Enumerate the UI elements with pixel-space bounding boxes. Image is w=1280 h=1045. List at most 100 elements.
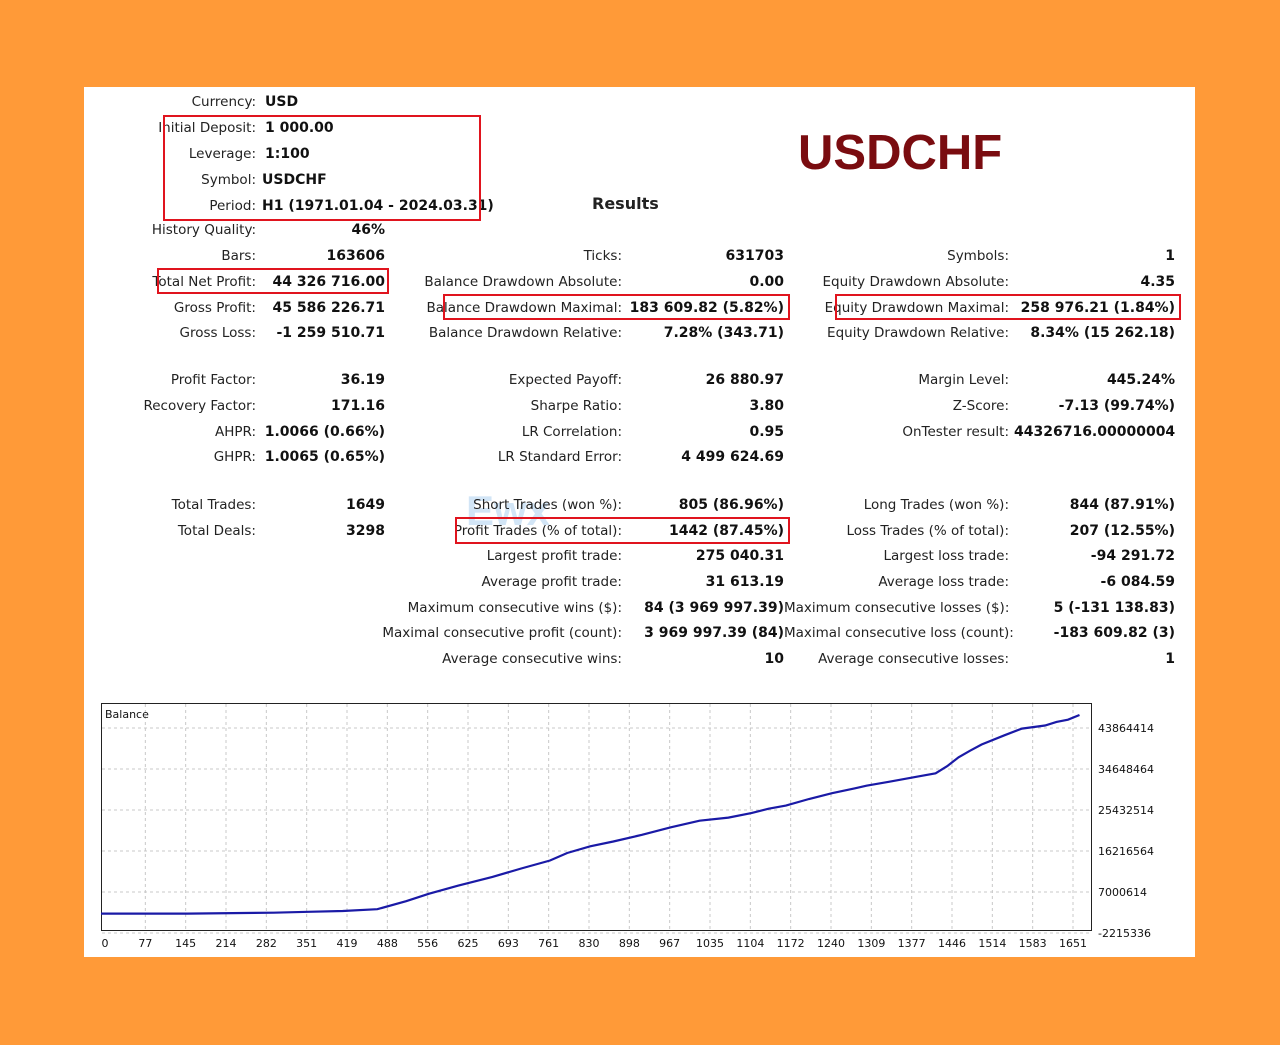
history-quality-label: History Quality: bbox=[151, 222, 256, 238]
col3-value: 4.35 bbox=[1140, 274, 1175, 290]
col2-value: 31 613.19 bbox=[705, 574, 784, 590]
x-tick-label: 351 bbox=[296, 937, 317, 950]
col3-label: Loss Trades (% of total): bbox=[846, 523, 1009, 539]
results-title: Results bbox=[592, 194, 659, 213]
col3-label: Average loss trade: bbox=[878, 574, 1009, 590]
col2-label: Ticks: bbox=[583, 248, 622, 264]
col1-label: Total Deals: bbox=[177, 523, 256, 539]
col3-label: Margin Level: bbox=[918, 372, 1009, 388]
highlight-box-deposit-period bbox=[163, 115, 481, 221]
x-tick-label: 1377 bbox=[898, 937, 926, 950]
x-tick-label: 488 bbox=[377, 937, 398, 950]
y-tick-label: 43864414 bbox=[1098, 722, 1154, 735]
x-tick-label: 282 bbox=[256, 937, 277, 950]
col2-value: 84 (3 969 997.39) bbox=[644, 600, 784, 616]
col2-value: 275 040.31 bbox=[695, 548, 784, 564]
col3-value: 8.34% (15 262.18) bbox=[1030, 325, 1175, 341]
col3-label: OnTester result: bbox=[902, 424, 1009, 440]
x-tick-label: 0 bbox=[102, 937, 109, 950]
col3-value: -6 084.59 bbox=[1100, 574, 1175, 590]
x-tick-label: 77 bbox=[138, 937, 152, 950]
col3-value: 1 bbox=[1165, 248, 1175, 264]
highlight-box-equity-dd-max bbox=[835, 294, 1181, 320]
chart-title: Balance bbox=[105, 708, 149, 721]
col1-label: Gross Loss: bbox=[179, 325, 257, 341]
col3-label: Z-Score: bbox=[952, 398, 1009, 414]
watermark-logo: Ewx bbox=[466, 487, 551, 534]
col1-label: Total Net Profit: bbox=[152, 274, 256, 290]
col3-value: 445.24% bbox=[1106, 372, 1175, 388]
col2-value: 4 499 624.69 bbox=[681, 449, 784, 465]
history-quality-value: 46% bbox=[351, 222, 385, 238]
col1-value: 163606 bbox=[326, 248, 385, 264]
x-tick-label: 830 bbox=[579, 937, 600, 950]
col2-label: Expected Payoff: bbox=[508, 372, 622, 388]
col2-value: 631703 bbox=[725, 248, 784, 264]
chart-grid bbox=[102, 704, 1091, 934]
left-top-value: USDCHF bbox=[262, 172, 327, 188]
highlight-box-net-profit bbox=[157, 268, 389, 294]
col3-value: -94 291.72 bbox=[1090, 548, 1175, 564]
left-top-label: Symbol: bbox=[201, 172, 256, 188]
col1-value: 1649 bbox=[346, 497, 385, 513]
col1-value: 45 586 226.71 bbox=[272, 300, 385, 316]
x-tick-label: 967 bbox=[659, 937, 680, 950]
col2-label: Largest profit trade: bbox=[486, 548, 622, 564]
x-tick-label: 693 bbox=[498, 937, 519, 950]
left-top-value: H1 (1971.01.04 - 2024.03.31) bbox=[262, 198, 494, 214]
x-tick-label: 1035 bbox=[696, 937, 724, 950]
x-tick-label: 625 bbox=[458, 937, 479, 950]
col2-value: 805 (86.96%) bbox=[678, 497, 784, 513]
x-tick-label: 556 bbox=[417, 937, 438, 950]
col3-value: 1 bbox=[1165, 651, 1175, 667]
col3-label: Average consecutive losses: bbox=[818, 651, 1009, 667]
left-top-label: Initial Deposit: bbox=[158, 120, 256, 136]
col1-value: 3298 bbox=[346, 523, 385, 539]
col1-label: Recovery Factor: bbox=[143, 398, 256, 414]
col3-value: 844 (87.91%) bbox=[1069, 497, 1175, 513]
x-tick-label: 1446 bbox=[938, 937, 966, 950]
col1-value: -1 259 510.71 bbox=[276, 325, 385, 341]
y-tick-label: 7000614 bbox=[1098, 886, 1147, 899]
col2-label: Balance Drawdown Maximal: bbox=[426, 300, 623, 316]
col2-value: 3 969 997.39 (84) bbox=[644, 625, 784, 641]
col1-label: GHPR: bbox=[213, 449, 256, 465]
col2-label: Profit Trades (% of total): bbox=[453, 523, 622, 539]
col3-label: Maximal consecutive loss (count): bbox=[784, 625, 1014, 641]
col2-label: Short Trades (won %): bbox=[473, 497, 622, 513]
balance-line bbox=[101, 713, 1080, 915]
col2-value: 0.00 bbox=[749, 274, 784, 290]
col2-value: 3.80 bbox=[749, 398, 784, 414]
x-tick-label: 1583 bbox=[1019, 937, 1047, 950]
x-tick-label: 1651 bbox=[1059, 937, 1087, 950]
col2-label: LR Correlation: bbox=[521, 424, 622, 440]
x-tick-label: 1309 bbox=[857, 937, 885, 950]
col1-label: AHPR: bbox=[214, 424, 256, 440]
col2-value: 7.28% (343.71) bbox=[663, 325, 784, 341]
col3-label: Maximum consecutive losses ($): bbox=[784, 600, 1010, 616]
y-axis-ticks: 43864414 34648464 25432514 16216564 7000614 -… bbox=[1098, 722, 1154, 940]
col2-value: 0.95 bbox=[749, 424, 784, 440]
col3-value: 44326716.00000004 bbox=[1014, 424, 1176, 440]
highlight-box-balance-dd-max bbox=[443, 294, 790, 320]
col3-label: Largest loss trade: bbox=[883, 548, 1009, 564]
x-tick-label: 1514 bbox=[978, 937, 1006, 950]
left-top-value: 1 000.00 bbox=[265, 120, 334, 136]
col1-value: 1.0066 (0.66%) bbox=[264, 424, 385, 440]
x-tick-label: 1240 bbox=[817, 937, 845, 950]
col1-label: Gross Profit: bbox=[173, 300, 256, 316]
col2-value: 183 609.82 (5.82%) bbox=[629, 300, 784, 316]
col3-value: -183 609.82 (3) bbox=[1053, 625, 1175, 641]
col3-label: Long Trades (won %): bbox=[863, 497, 1009, 513]
col3-label: Equity Drawdown Maximal: bbox=[824, 300, 1009, 316]
col2-label: Sharpe Ratio: bbox=[530, 398, 622, 414]
col2-value: 10 bbox=[764, 651, 784, 667]
balance-chart: Balance 0 77 145 214 282 351 419 488 556 625 693 76… bbox=[101, 703, 1154, 950]
x-tick-label: 214 bbox=[216, 937, 237, 950]
left-top-value: USD bbox=[265, 94, 299, 110]
y-tick-label: -2215336 bbox=[1098, 927, 1151, 940]
col3-label: Symbols: bbox=[947, 248, 1009, 264]
col3-label: Equity Drawdown Relative: bbox=[827, 325, 1009, 341]
left-top-label: Period: bbox=[209, 198, 256, 214]
col1-value: 171.16 bbox=[330, 398, 385, 414]
